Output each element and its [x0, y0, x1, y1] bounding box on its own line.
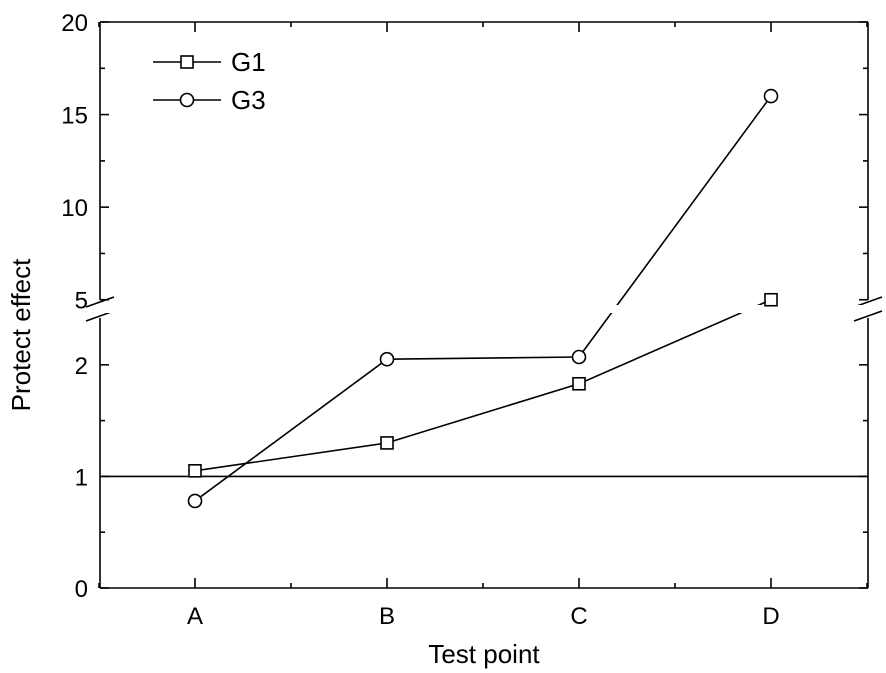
y-axis-ticks: 5 10 15 20 0 1 2 — [61, 10, 868, 603]
x-tick-label: D — [762, 603, 779, 630]
y-tick-label: 0 — [75, 576, 88, 603]
series-g1-point — [764, 292, 778, 307]
series-g3-point — [571, 349, 587, 365]
series-g3-segment — [386, 356, 580, 361]
legend-marker-g3 — [179, 92, 195, 108]
series-g3-segment — [194, 358, 388, 502]
y-tick-label: 2 — [75, 353, 88, 380]
series-g1-point — [188, 464, 202, 478]
series-lines — [102, 95, 866, 502]
series-g1-point — [572, 376, 586, 391]
y-tick-label: 1 — [75, 464, 88, 491]
legend-label-g3: G3 — [231, 85, 266, 115]
y-tick-label: 15 — [61, 103, 88, 130]
series-g3-point — [187, 493, 203, 509]
y-axis-title: Protect effect — [6, 258, 36, 411]
x-tick-label: B — [379, 603, 395, 630]
x-tick-label: A — [187, 603, 203, 630]
x-axis-ticks: A B C D — [98, 22, 868, 630]
series-g1-segment — [386, 383, 580, 444]
x-axis-title: Test point — [428, 639, 540, 669]
axis-break-gap — [102, 305, 866, 313]
series-markers — [187, 88, 779, 509]
x-tick-label: C — [570, 603, 587, 630]
series-g1-point — [380, 436, 394, 450]
axis-break-left-upper — [85, 296, 115, 308]
legend-label-g1: G1 — [231, 47, 266, 77]
legend-marker-g1 — [180, 55, 194, 69]
series-g3-segment — [578, 95, 772, 358]
series-g1-segment — [578, 299, 772, 385]
y-tick-label: 10 — [61, 195, 88, 222]
series-g1-segment — [194, 442, 388, 472]
y-tick-label: 20 — [61, 10, 88, 37]
axis-break-right-lower — [853, 310, 883, 322]
series-g3-point — [763, 88, 779, 104]
series-g3-point — [379, 351, 395, 367]
y-tick-label: 5 — [75, 288, 88, 315]
